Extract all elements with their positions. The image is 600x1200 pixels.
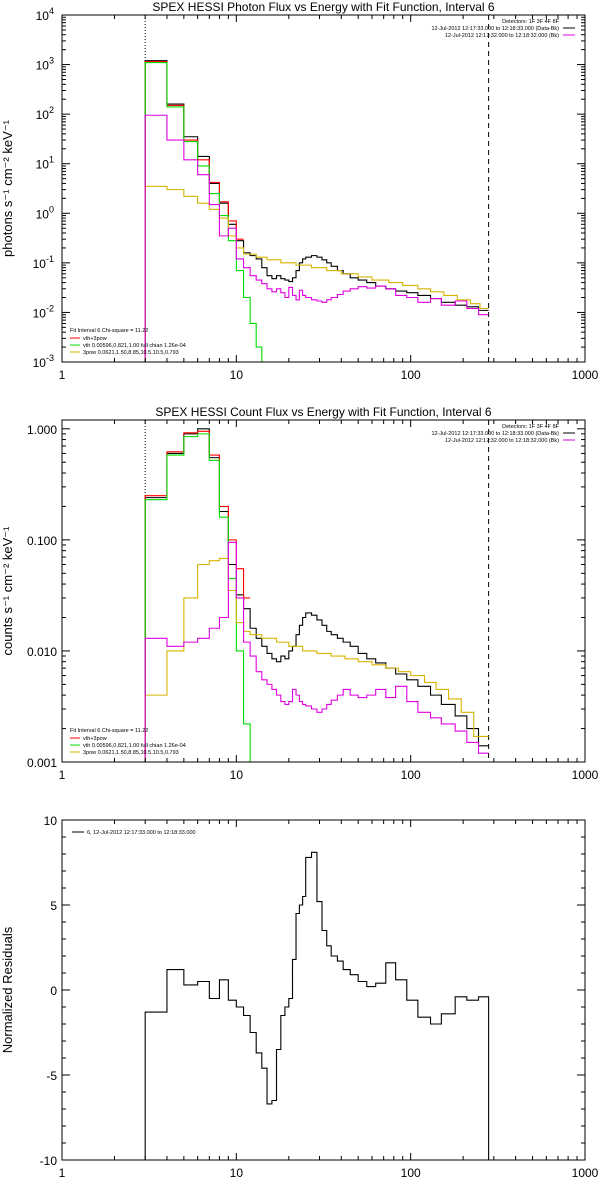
x-tick-label: 1000 bbox=[572, 368, 599, 382]
panel-2: SPEX HESSI Count Flux vs Energy with Fit… bbox=[0, 405, 599, 782]
x-tick-label: 1 bbox=[59, 368, 66, 382]
x-tick-label: 10 bbox=[230, 368, 244, 382]
y-axis-label: photons s⁻¹ cm⁻² keV⁻¹ bbox=[0, 119, 15, 257]
panel-title: SPEX HESSI Count Flux vs Energy with Fit… bbox=[155, 405, 491, 419]
series-2-line bbox=[144, 430, 251, 762]
y-tick-label: 100 bbox=[36, 204, 54, 221]
y-tick-label: 10 bbox=[44, 814, 58, 828]
y-tick-label: 104 bbox=[36, 6, 54, 23]
series-4-line bbox=[144, 557, 489, 762]
plot-frame bbox=[61, 14, 586, 363]
y-tick-label: 0.100 bbox=[27, 534, 57, 548]
legend-top-entry: 12-Jul-2012 12:17:33.000 to 12:18:33.000… bbox=[431, 26, 559, 32]
y-tick-label: 10-2 bbox=[33, 303, 54, 320]
y-tick-label: 10-1 bbox=[33, 254, 54, 271]
x-tick-label: 100 bbox=[401, 1166, 421, 1180]
legend-fit-entry: vth+3pow bbox=[83, 336, 107, 342]
y-tick-label: 5 bbox=[50, 899, 57, 913]
x-tick-label: 1000 bbox=[572, 768, 599, 782]
panel-3: 1 10 100 1000 -10 -5 0 5 10 Normalized Residuals 6… bbox=[0, 814, 599, 1180]
series-group bbox=[144, 851, 490, 1160]
x-tick-label: 1 bbox=[59, 768, 66, 782]
y-tick-label: 0 bbox=[50, 984, 57, 998]
y-tick-label: -10 bbox=[40, 1154, 58, 1168]
legend-top-entry: 12-Jul-2012 12:17:32.000 to 12:18:32.000… bbox=[445, 438, 559, 444]
y-tick-label: 1.000 bbox=[27, 423, 57, 437]
y-tick-label: 0.010 bbox=[27, 645, 57, 659]
x-tick-label: 1000 bbox=[572, 1166, 599, 1180]
panel-1: SPEX HESSI Photon Flux vs Energy with Fi… bbox=[0, 0, 599, 382]
legend-top-entry: Detectors: 1F 3F 4F 8F bbox=[502, 19, 559, 25]
legend-fit-entry: 3pow 0.0621,1.50,8.85,10.5,10.5,0.793 bbox=[83, 350, 179, 356]
series-group bbox=[144, 60, 489, 362]
y-tick-label: 101 bbox=[36, 155, 54, 172]
x-tick-label: 10 bbox=[230, 768, 244, 782]
plot-frame bbox=[61, 819, 586, 1161]
y-tick-label: 103 bbox=[36, 56, 54, 73]
series-3-line bbox=[144, 61, 263, 362]
legend-fit-header: Fit Interval 6 Chi-square = 11.22 bbox=[70, 328, 148, 334]
series-3-line bbox=[144, 433, 251, 762]
series-group bbox=[144, 428, 489, 762]
y-tick-label: 102 bbox=[36, 105, 54, 122]
legend-fit-entry: vth 0.00596,0.821,1.00 full chian 1.26e-… bbox=[83, 343, 186, 349]
y-tick-label: 10-3 bbox=[33, 353, 54, 370]
series-2-line bbox=[144, 61, 244, 362]
plot-frame bbox=[61, 419, 586, 763]
x-tick-label: 100 bbox=[401, 368, 421, 382]
legend-top-entry: 12-Jul-2012 12:17:33.000 to 12:18:33.000… bbox=[431, 431, 559, 437]
x-tick-label: 1 bbox=[59, 1166, 66, 1180]
legend-top-entry: 12-Jul-2012 12:17:32.000 to 12:18:32.000… bbox=[445, 33, 559, 39]
series-4-line bbox=[144, 185, 489, 362]
y-axis-label: counts s⁻¹ cm⁻² keV⁻¹ bbox=[0, 526, 15, 656]
x-tick-label: 100 bbox=[401, 768, 421, 782]
legend-fit-entry: vth 0.00596,0.821,1.00 full chian 1.26e-… bbox=[83, 743, 186, 749]
legend-fit-entry: 3pow 0.0621,1.50,8.85,10.5,10.5,0.793 bbox=[83, 750, 179, 756]
legend-fit-entry: vth+3pow bbox=[83, 736, 107, 742]
series-5-line bbox=[144, 541, 489, 762]
legend-residual-entry: 6, 12-Jul-2012 12:17:33.000 to 12:18:33.… bbox=[87, 830, 196, 836]
series-1-line bbox=[144, 851, 490, 1160]
series-5-line bbox=[144, 114, 489, 362]
x-tick-label: 10 bbox=[230, 1166, 244, 1180]
y-axis-label: Normalized Residuals bbox=[0, 926, 15, 1053]
legend-fit-header: Fit Interval 6 Chi-square = 11.22 bbox=[70, 728, 148, 734]
y-tick-label: 0.001 bbox=[27, 756, 57, 770]
series-1-line bbox=[144, 60, 489, 362]
panel-title: SPEX HESSI Photon Flux vs Energy with Fi… bbox=[152, 0, 494, 14]
y-tick-label: -5 bbox=[46, 1069, 57, 1083]
legend-top-entry: Detectors: 1F 3F 4F 8F bbox=[502, 424, 559, 430]
